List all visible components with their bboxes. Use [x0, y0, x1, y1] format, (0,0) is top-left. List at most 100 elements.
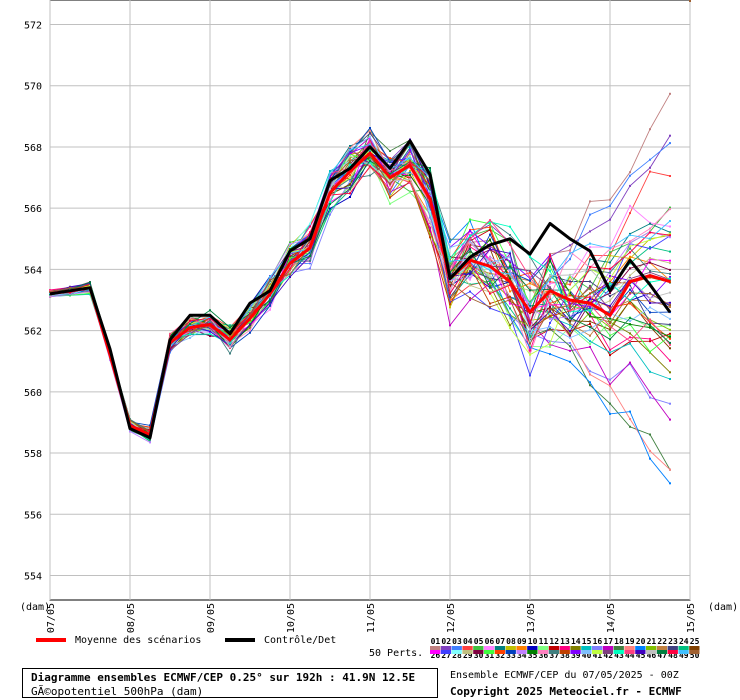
- legend-member-swatch: [624, 646, 635, 650]
- ensemble-point: [649, 247, 651, 250]
- ensemble-point: [609, 246, 611, 249]
- ensemble-point: [369, 155, 371, 158]
- ensemble-point: [209, 309, 211, 312]
- ensemble-point: [569, 345, 571, 348]
- ensemble-point: [569, 283, 571, 286]
- ensemble-point: [629, 317, 631, 320]
- x-tick-label: 07/05: [46, 603, 57, 633]
- x-tick-label: 10/05: [286, 603, 297, 633]
- ensemble-point: [349, 158, 351, 161]
- ensemble-point: [669, 317, 671, 320]
- legend-member-swatch: [484, 646, 495, 650]
- ensemble-point: [649, 166, 651, 169]
- ensemble-point: [549, 326, 551, 328]
- ensemble-point: [349, 192, 351, 195]
- ensemble-point: [629, 302, 631, 305]
- ensemble-point: [449, 287, 451, 290]
- ensemble-point: [589, 299, 591, 302]
- legend-member-swatch: [602, 646, 614, 650]
- ensemble-point: [569, 316, 571, 319]
- legend-member-number: 30: [474, 651, 484, 660]
- legend-member-number: 05: [474, 637, 484, 646]
- ensemble-point: [669, 378, 671, 380]
- ensemble-point: [549, 258, 551, 261]
- ensemble-point: [669, 323, 671, 326]
- ensemble-point: [549, 305, 551, 308]
- ensemble-point: [649, 170, 651, 173]
- legend-member-swatch: [440, 646, 452, 650]
- ensemble-point: [389, 202, 391, 205]
- ensemble-point: [669, 347, 671, 350]
- ensemble-point: [569, 289, 571, 292]
- ensemble-point: [389, 150, 391, 152]
- ensemble-point: [609, 338, 611, 341]
- ensemble-point: [569, 249, 571, 252]
- ensemble-point: [249, 326, 251, 329]
- legend-member-swatch: [646, 646, 657, 650]
- ensemble-point: [649, 222, 651, 225]
- ensemble-point: [589, 340, 591, 343]
- ensemble-point: [669, 234, 671, 237]
- ensemble-point: [569, 250, 571, 253]
- ensemble-point: [269, 308, 271, 311]
- ensemble-point: [469, 218, 471, 221]
- ensemble-point: [649, 370, 651, 373]
- ensemble-point: [649, 261, 651, 264]
- ensemble-point: [649, 337, 651, 340]
- ensemble-point: [549, 315, 551, 318]
- ensemble-point: [629, 240, 631, 243]
- legend-member-number: 11: [539, 637, 549, 646]
- legend-member-number: 18: [614, 637, 624, 646]
- legend-member-number: 13: [560, 637, 570, 646]
- ensemble-point: [649, 449, 651, 452]
- ensemble-point: [389, 190, 391, 193]
- legend-member-swatch: [484, 650, 495, 654]
- ensemble-point: [409, 146, 411, 149]
- ensemble-point: [289, 243, 291, 246]
- ensemble-point: [629, 251, 631, 254]
- y-tick-label: 568: [24, 143, 42, 154]
- ensemble-point: [289, 244, 291, 247]
- ensemble-point: [349, 145, 351, 147]
- ensemble-point: [389, 178, 391, 181]
- ensemble-point: [229, 326, 231, 329]
- ensemble-point: [649, 227, 651, 230]
- ensemble-point: [509, 260, 511, 263]
- ensemble-point: [329, 207, 331, 210]
- ensemble-point: [509, 290, 511, 293]
- ensemble-point: [669, 335, 671, 338]
- info-box: Diagramme ensembles ECMWF/CEP 0.25° sur …: [22, 668, 438, 698]
- ensemble-point: [549, 286, 551, 289]
- ensemble-point: [569, 309, 571, 312]
- ensemble-point: [349, 153, 351, 156]
- legend-member-swatch: [430, 650, 441, 654]
- ensemble-point: [469, 235, 471, 237]
- ensemble-point: [509, 298, 511, 301]
- y-tick-label: 560: [24, 388, 42, 399]
- ensemble-point: [309, 231, 311, 234]
- legend-member-number: 32: [495, 651, 505, 660]
- ensemble-point: [489, 276, 491, 279]
- ensemble-point: [649, 311, 651, 314]
- ensemble-point: [669, 259, 671, 262]
- ensemble-point: [389, 192, 391, 195]
- ensemble-point: [309, 225, 311, 228]
- legend-member-number: 10: [528, 637, 538, 646]
- ensemble-point: [509, 284, 511, 287]
- legend: Moyenne des scénarios Contrôle/Det 50 Pe…: [36, 634, 700, 660]
- ensemble-point: [409, 144, 411, 147]
- ensemble-point: [589, 280, 591, 283]
- ensemble-point: [269, 298, 271, 301]
- ensemble-point: [669, 277, 671, 280]
- ensemble-point: [449, 260, 451, 263]
- ensemble-point: [629, 362, 631, 365]
- ensemble-point: [669, 272, 671, 275]
- ensemble-point: [329, 203, 331, 206]
- ensemble-point: [609, 270, 611, 273]
- ensemble-point: [449, 261, 451, 264]
- ensemble-point: [669, 291, 671, 294]
- legend-member-swatch: [613, 646, 624, 650]
- ensemble-point: [329, 172, 331, 175]
- ensemble-point: [469, 261, 471, 264]
- ensemble-point: [469, 276, 471, 279]
